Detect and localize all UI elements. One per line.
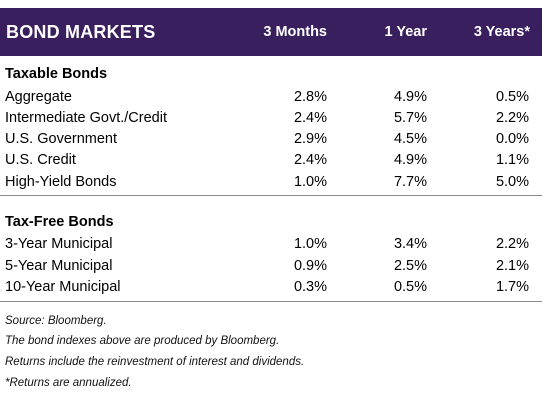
row-label: U.S. Credit xyxy=(5,152,76,168)
value-3-months: 2.4% xyxy=(293,110,327,126)
table-row: Aggregate 2.8% 4.9% 0.5% xyxy=(0,89,542,111)
value-1-year: 2.5% xyxy=(393,258,427,274)
table-row: U.S. Credit 2.4% 4.9% 1.1% xyxy=(0,152,542,174)
column-header-1-year: 1 Year xyxy=(384,24,427,40)
divider xyxy=(0,301,542,302)
value-1-year: 0.5% xyxy=(393,279,427,295)
value-1-year: 7.7% xyxy=(393,174,427,190)
value-3-years: 0.0% xyxy=(495,131,529,147)
value-3-months: 2.9% xyxy=(293,131,327,147)
table-row: 3-Year Municipal 1.0% 3.4% 2.2% xyxy=(0,236,542,258)
value-3-years: 0.5% xyxy=(495,89,529,105)
value-3-years: 2.2% xyxy=(495,236,529,252)
value-3-months: 2.4% xyxy=(293,152,327,168)
returns-note: Returns include the reinvestment of inte… xyxy=(5,356,305,368)
row-label: 3-Year Municipal xyxy=(5,236,113,252)
value-3-years: 1.1% xyxy=(495,152,529,168)
value-3-months: 0.9% xyxy=(293,258,327,274)
table-title: BOND MARKETS xyxy=(6,22,156,42)
column-header-3-months: 3 Months xyxy=(263,24,327,40)
row-label: High-Yield Bonds xyxy=(5,174,117,190)
value-3-months: 1.0% xyxy=(293,174,327,190)
value-3-years: 1.7% xyxy=(495,279,529,295)
table-row: 10-Year Municipal 0.3% 0.5% 1.7% xyxy=(0,279,542,301)
value-1-year: 4.9% xyxy=(393,152,427,168)
row-label: Intermediate Govt./Credit xyxy=(5,110,167,126)
value-3-months: 0.3% xyxy=(293,279,327,295)
value-3-years: 5.0% xyxy=(495,174,529,190)
table-header: BOND MARKETS 3 Months 1 Year 3 Years* xyxy=(0,8,542,56)
value-1-year: 4.5% xyxy=(393,131,427,147)
section-title-tax-free: Tax-Free Bonds xyxy=(5,214,114,230)
row-label: 5-Year Municipal xyxy=(5,258,113,274)
annualized-note: *Returns are annualized. xyxy=(5,377,132,389)
value-3-years: 2.1% xyxy=(495,258,529,274)
section-title-taxable: Taxable Bonds xyxy=(5,66,108,82)
table-row: 5-Year Municipal 0.9% 2.5% 2.1% xyxy=(0,258,542,280)
value-3-months: 2.8% xyxy=(293,89,327,105)
row-label: U.S. Government xyxy=(5,131,118,147)
row-label: Aggregate xyxy=(5,89,72,105)
value-1-year: 4.9% xyxy=(393,89,427,105)
table-row: Intermediate Govt./Credit 2.4% 5.7% 2.2% xyxy=(0,110,542,132)
value-1-year: 3.4% xyxy=(393,236,427,252)
indexes-note: The bond indexes above are produced by B… xyxy=(5,335,280,347)
column-header-3-years: 3 Years* xyxy=(473,24,530,40)
value-3-months: 1.0% xyxy=(293,236,327,252)
row-label: 10-Year Municipal xyxy=(5,279,121,295)
value-3-years: 2.2% xyxy=(495,110,529,126)
source-note: Source: Bloomberg. xyxy=(5,315,107,327)
value-1-year: 5.7% xyxy=(393,110,427,126)
table-row: High-Yield Bonds 1.0% 7.7% 5.0% xyxy=(0,174,542,196)
divider xyxy=(0,195,542,196)
table-row: U.S. Government 2.9% 4.5% 0.0% xyxy=(0,131,542,153)
